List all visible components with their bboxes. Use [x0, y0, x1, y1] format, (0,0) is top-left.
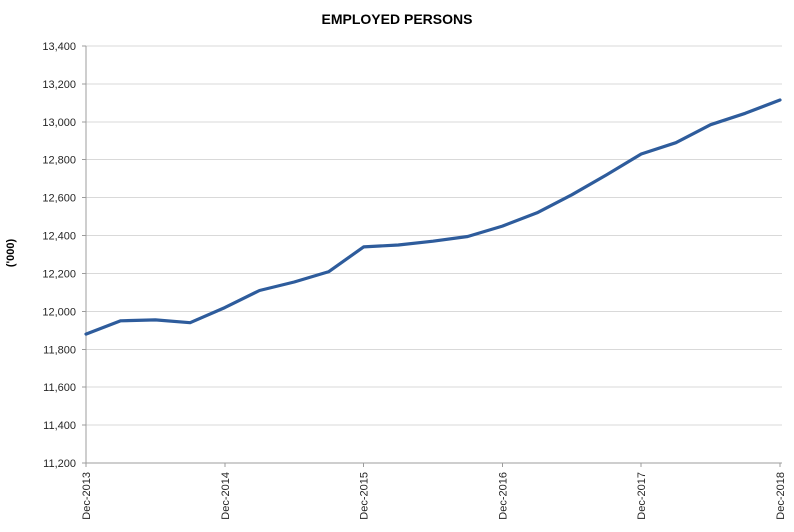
y-tick-label: 11,800 [43, 344, 76, 356]
y-tick-label: 12,800 [42, 155, 76, 167]
y-tick-label: 12,400 [42, 231, 76, 243]
gridlines-group [86, 45, 782, 426]
x-tick-label: Dec-2013 [81, 472, 93, 520]
y-tick-label: 11,600 [43, 382, 76, 394]
x-tick-label: Dec-2016 [497, 472, 509, 520]
y-tick-label: 12,600 [42, 193, 76, 205]
y-tick-label: 13,000 [42, 117, 76, 129]
y-tick-label: 11,200 [43, 458, 76, 470]
x-tick-label: Dec-2015 [359, 472, 371, 520]
chart-title: EMPLOYED PERSONS [322, 11, 473, 27]
y-tick-label: 13,200 [42, 79, 76, 91]
y-tick-label: 12,000 [42, 306, 76, 318]
employed-persons-line [84, 98, 782, 336]
y-tick-label: 12,200 [42, 268, 76, 280]
x-tick-label: Dec-2014 [220, 472, 232, 520]
y-axis-title: ('000) [5, 239, 17, 268]
y-tick-label: 11,400 [43, 420, 76, 432]
data-series-group [84, 98, 782, 336]
y-tick-label: 13,400 [42, 41, 76, 53]
x-tick-label: Dec-2018 [775, 472, 787, 520]
x-tick-label: Dec-2017 [636, 472, 648, 520]
axes-group [82, 45, 782, 467]
tick-labels-group: 11,200 11,400 11,600 11,800 12,000 12,200 12,4… [42, 41, 787, 520]
